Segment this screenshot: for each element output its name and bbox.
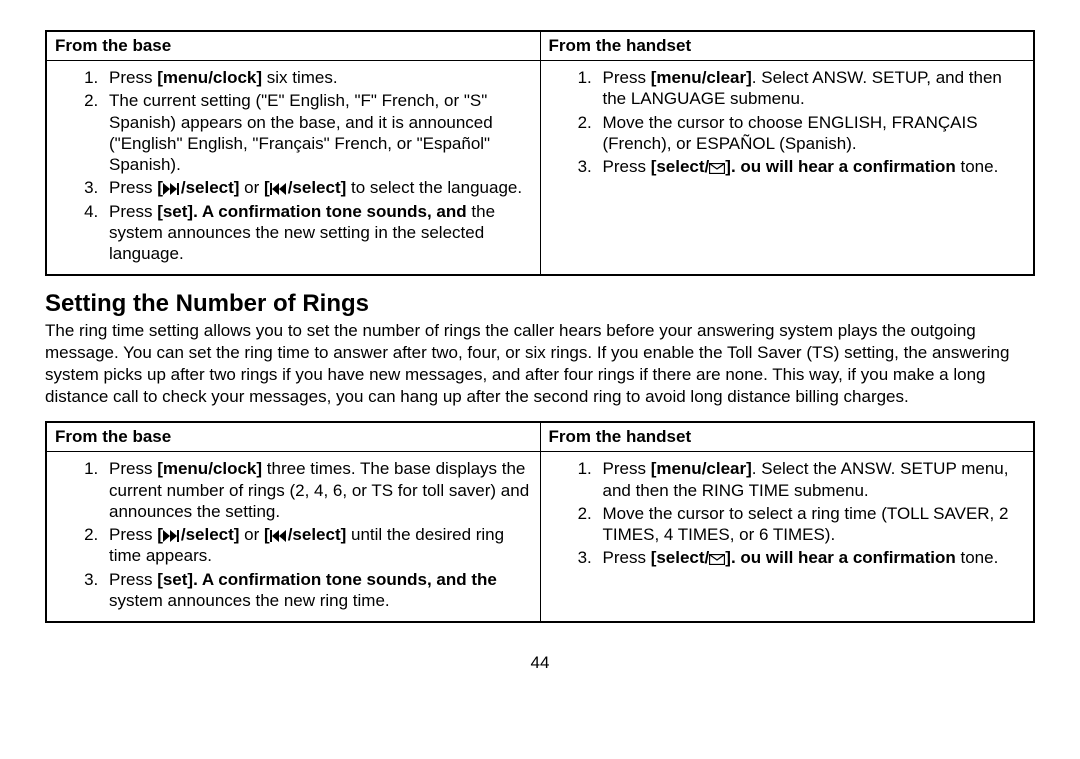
envelope-icon — [709, 554, 725, 565]
step-bold: [menu/clock] — [157, 68, 262, 87]
list-item: Press [select/]. ou will hear a confirma… — [597, 156, 1026, 177]
page-number: 44 — [45, 653, 1035, 673]
step-bold: ou will hear a confirmation — [740, 548, 955, 567]
bracket-close: /select] — [288, 178, 347, 197]
step-bold: [/select] — [157, 525, 239, 544]
table2-base-steps: Press [menu/clock] three times. The base… — [55, 458, 532, 611]
step-bold: [menu/clock] — [157, 459, 262, 478]
list-item: Press [menu/clear]. Select the ANSW. SET… — [597, 458, 1026, 501]
step-bold: [select/]. — [651, 157, 736, 176]
bracket-close: ]. — [725, 157, 735, 176]
step-bold: [/select] — [157, 178, 239, 197]
fast-forward-icon — [163, 183, 181, 195]
list-item: Press [set]. A confirmation tone sounds,… — [103, 569, 532, 612]
step-text: Move the cursor to select a ring time (T… — [603, 504, 1009, 544]
list-item: Press [/select] or [/select] to select t… — [103, 177, 532, 198]
step-text: Press — [603, 548, 651, 567]
list-item: Press [menu/clock] three times. The base… — [103, 458, 532, 522]
step-text: tone. — [956, 157, 999, 176]
step-bold: [/select] — [264, 178, 346, 197]
step-text: The current setting ("E" English, "F" Fr… — [109, 91, 493, 174]
table1-base-cell: Press [menu/clock] six times. The curren… — [46, 61, 540, 276]
table1-handset-cell: Press [menu/clear]. Select ANSW. SETUP, … — [540, 61, 1034, 276]
document-page: From the base From the handset Press [me… — [0, 0, 1080, 673]
rewind-icon — [270, 183, 288, 195]
rewind-icon — [270, 530, 288, 542]
table1-base-steps: Press [menu/clock] six times. The curren… — [55, 67, 532, 264]
list-item: Move the cursor to select a ring time (T… — [597, 503, 1026, 546]
table2-handset-steps: Press [menu/clear]. Select the ANSW. SET… — [549, 458, 1026, 568]
list-item: Press [menu/clear]. Select ANSW. SETUP, … — [597, 67, 1026, 110]
step-text: Press — [109, 570, 157, 589]
table2-base-cell: Press [menu/clock] three times. The base… — [46, 452, 540, 622]
step-bold: [menu/clear] — [651, 68, 752, 87]
table1-header-base: From the base — [46, 31, 540, 61]
ring-setting-table: From the base From the handset Press [me… — [45, 421, 1035, 623]
bracket-close: /select] — [181, 178, 240, 197]
fast-forward-icon — [163, 530, 181, 542]
step-text: to select the language. — [346, 178, 522, 197]
step-text: Press — [603, 68, 651, 87]
step-text: Press — [109, 178, 157, 197]
table1-handset-steps: Press [menu/clear]. Select ANSW. SETUP, … — [549, 67, 1026, 177]
step-bold: [select/]. — [651, 548, 736, 567]
list-item: Press [set]. A confirmation tone sounds,… — [103, 201, 532, 265]
step-bold: [set]. A confirmation tone sounds, and t… — [157, 570, 497, 589]
list-item: Press [menu/clock] six times. — [103, 67, 532, 88]
list-item: The current setting ("E" English, "F" Fr… — [103, 90, 532, 175]
list-item: Press [/select] or [/select] until the d… — [103, 524, 532, 567]
step-text: six times. — [262, 68, 338, 87]
table2-header-handset: From the handset — [540, 422, 1034, 452]
table2-handset-cell: Press [menu/clear]. Select the ANSW. SET… — [540, 452, 1034, 622]
step-bold: ou will hear a confirmation — [740, 157, 955, 176]
envelope-icon — [709, 163, 725, 174]
step-text: Press — [109, 202, 157, 221]
step-text: Press — [109, 68, 157, 87]
step-text: Press — [109, 459, 157, 478]
body-paragraph: The ring time setting allows you to set … — [45, 320, 1035, 407]
bracket-close: ]. — [725, 548, 735, 567]
step-bold: [menu/clear] — [651, 459, 752, 478]
bracket-open: [select/ — [651, 157, 710, 176]
bracket-open: [select/ — [651, 548, 710, 567]
step-text: or — [239, 525, 264, 544]
list-item: Press [select/]. ou will hear a confirma… — [597, 547, 1026, 568]
step-text: tone. — [956, 548, 999, 567]
language-setting-table: From the base From the handset Press [me… — [45, 30, 1035, 276]
step-text: system announces the new ring time. — [109, 591, 390, 610]
bracket-close: /select] — [288, 525, 347, 544]
step-bold: [set]. A confirmation tone sounds, and — [157, 202, 466, 221]
list-item: Move the cursor to choose ENGLISH, FRANÇ… — [597, 112, 1026, 155]
section-title: Setting the Number of Rings — [45, 290, 1035, 318]
step-bold: [/select] — [264, 525, 346, 544]
step-text: Press — [603, 459, 651, 478]
step-text: or — [239, 178, 264, 197]
step-text: Press — [109, 525, 157, 544]
table1-header-handset: From the handset — [540, 31, 1034, 61]
step-text: Press — [603, 157, 651, 176]
table2-header-base: From the base — [46, 422, 540, 452]
step-text: Move the cursor to choose ENGLISH, FRANÇ… — [603, 113, 978, 153]
bracket-close: /select] — [181, 525, 240, 544]
